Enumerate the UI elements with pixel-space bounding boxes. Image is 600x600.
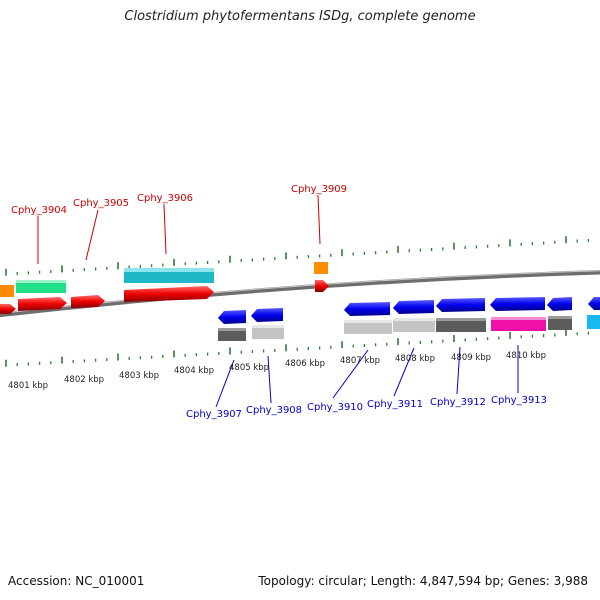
gene-label-cphy-3910[interactable]: Cphy_3910 [307,402,363,413]
gene-cds-3910[interactable] [344,302,390,316]
gene-label-cphy-3909[interactable]: Cphy_3909 [291,184,347,195]
scale-label-4805: 4805 kbp [229,363,269,373]
gene-cds-3904[interactable] [18,297,67,311]
scale-label-4803: 4803 kbp [119,371,159,381]
gene-cds-3912[interactable] [436,298,485,312]
gene-label-cphy-3904[interactable]: Cphy_3904 [11,205,67,216]
gene-feature-3912[interactable] [436,318,486,332]
scale-label-4802: 4802 kbp [64,375,104,385]
lower-tick-ring [5,328,590,367]
gene-cds-3909[interactable] [315,280,329,292]
gene-label-cphy-3911[interactable]: Cphy_3911 [367,399,423,410]
gene-feature-3909[interactable] [314,262,328,274]
gene-label-cphy-3913[interactable]: Cphy_3913 [491,395,547,406]
upper-tick-ring [5,236,590,276]
scale-label-4809: 4809 kbp [451,353,491,363]
gene-feature-3907[interactable] [218,328,246,341]
gene-label-cphy-3907[interactable]: Cphy_3907 [186,409,242,420]
gene-cds-3903[interactable] [0,304,16,314]
gene-feature-3913[interactable] [491,317,546,331]
gene-cds-3905[interactable] [71,295,105,308]
genome-stats-text: Topology: circular; Length: 4,847,594 bp… [258,574,588,588]
gene-label-cphy-3905[interactable]: Cphy_3905 [73,198,129,209]
scale-label-4801: 4801 kbp [8,381,48,391]
gene-feature-3904[interactable] [16,280,66,293]
gene-feature-3910[interactable] [344,320,392,334]
gene-cds-3911[interactable] [393,300,434,314]
gene-feature-3911[interactable] [393,318,435,332]
gene-feature-3914[interactable] [548,316,572,330]
gene-cds-3906[interactable] [124,286,214,302]
accession-text: Accession: NC_010001 [8,574,145,588]
scale-label-4810: 4810 kbp [506,351,546,361]
gene-cds-3908[interactable] [251,308,283,322]
scale-label-4806: 4806 kbp [285,359,325,369]
gene-feature-3908[interactable] [252,325,284,339]
gene-cds-3913[interactable] [490,297,545,311]
gene-feature-orange-left[interactable] [0,285,14,297]
gene-cds-3914[interactable] [547,297,572,311]
reverse-callouts [215,345,519,408]
gene-label-cphy-3908[interactable]: Cphy_3908 [246,405,302,416]
scale-label-4804: 4804 kbp [174,366,214,376]
scale-label-4807: 4807 kbp [340,356,380,366]
gene-cds-3915[interactable] [588,297,600,310]
gene-label-cphy-3906[interactable]: Cphy_3906 [137,193,193,204]
genome-title: Clostridium phytofermentans ISDg, comple… [124,9,476,24]
gene-cds-3907[interactable] [218,310,246,324]
scale-label-4808: 4808 kbp [395,354,435,364]
gene-label-cphy-3912[interactable]: Cphy_3912 [430,397,486,408]
gene-feature-3915[interactable] [587,315,600,329]
forward-callouts [37,194,321,264]
